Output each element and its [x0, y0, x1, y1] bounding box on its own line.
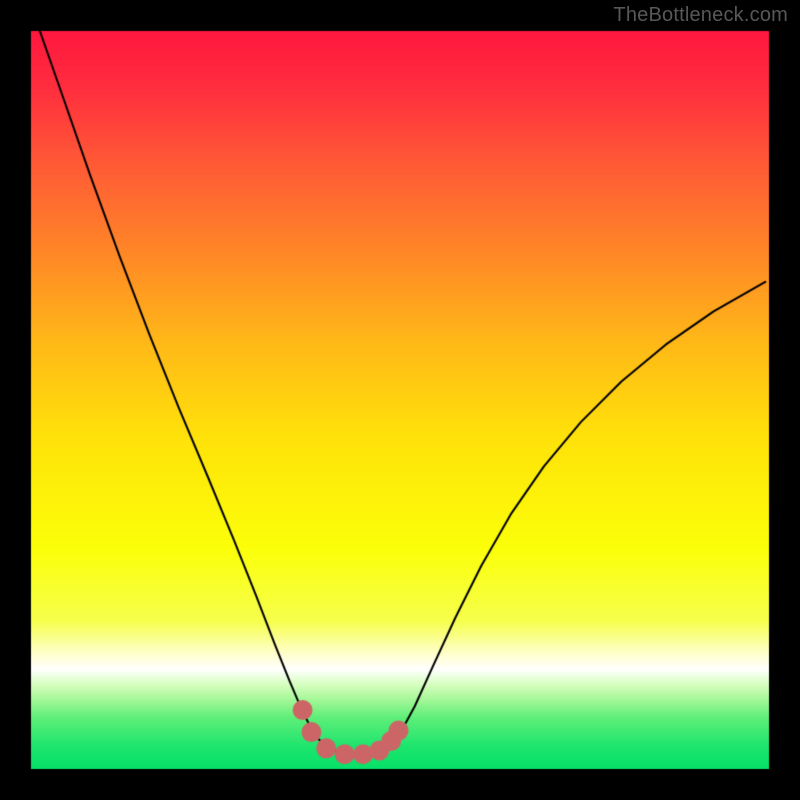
watermark-text: TheBottleneck.com [613, 4, 788, 27]
bottleneck-curve-chart [0, 0, 800, 800]
chart-stage: TheBottleneck.com [0, 0, 800, 800]
